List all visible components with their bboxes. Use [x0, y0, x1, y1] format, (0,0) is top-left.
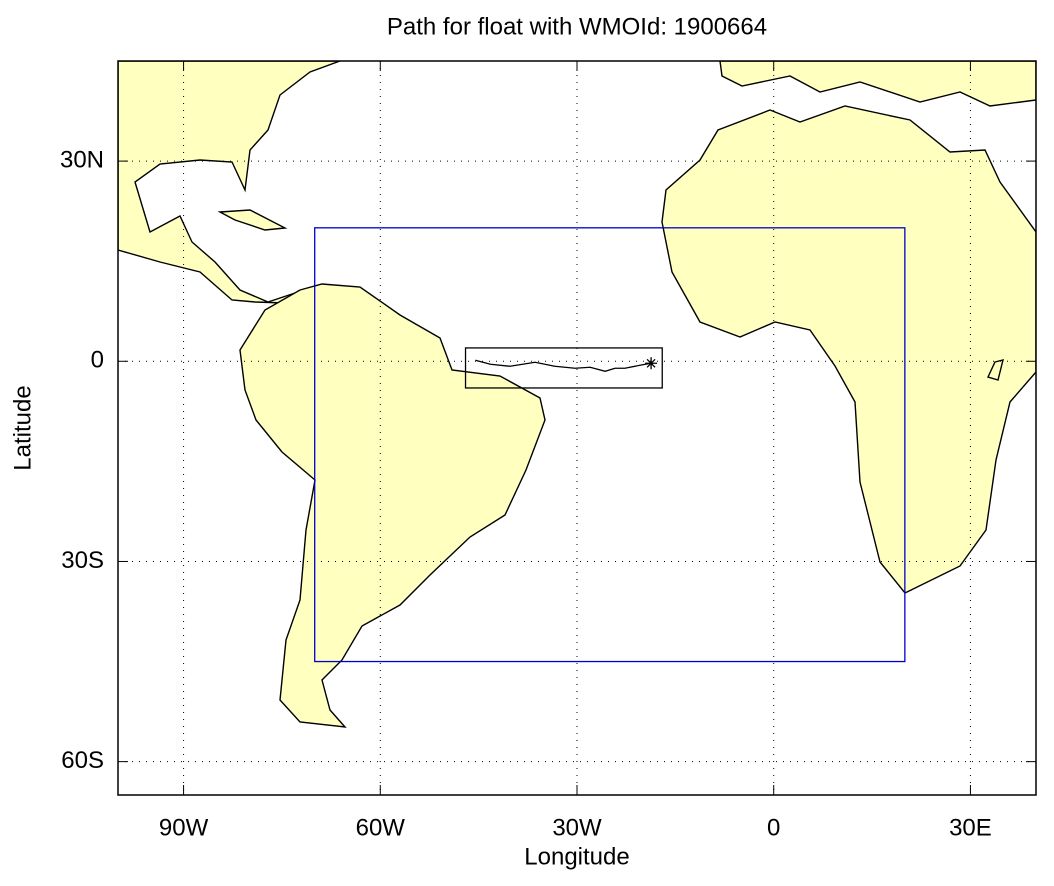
map-title: Path for float with WMOId: 1900664 — [387, 13, 767, 40]
north-america — [118, 61, 341, 304]
africa — [661, 105, 1036, 594]
y-tick-label: 30S — [61, 547, 104, 574]
y-tick-label: 60S — [61, 747, 104, 774]
madagascar — [987, 359, 1004, 381]
y-axis-label: Latitude — [9, 385, 36, 470]
marks — [314, 227, 906, 663]
x-tick-label: 60W — [356, 814, 406, 841]
europe — [719, 61, 1036, 107]
x-tick-label: 30W — [552, 814, 602, 841]
x-axis-label: Longitude — [524, 843, 629, 870]
land — [118, 61, 1036, 728]
x-tick-label: 30E — [949, 814, 992, 841]
grid — [118, 61, 1036, 795]
cuba — [217, 209, 288, 231]
y-tick-label: 0 — [91, 347, 104, 374]
region-box — [464, 347, 663, 389]
region-box — [314, 227, 906, 663]
float-path — [475, 359, 652, 372]
y-tick-label: 30N — [60, 146, 104, 173]
plot-frame — [117, 60, 1037, 796]
x-tick-label: 0 — [767, 814, 780, 841]
south-america — [239, 283, 546, 728]
float-last-position — [645, 357, 658, 370]
x-tick-label: 90W — [159, 814, 209, 841]
